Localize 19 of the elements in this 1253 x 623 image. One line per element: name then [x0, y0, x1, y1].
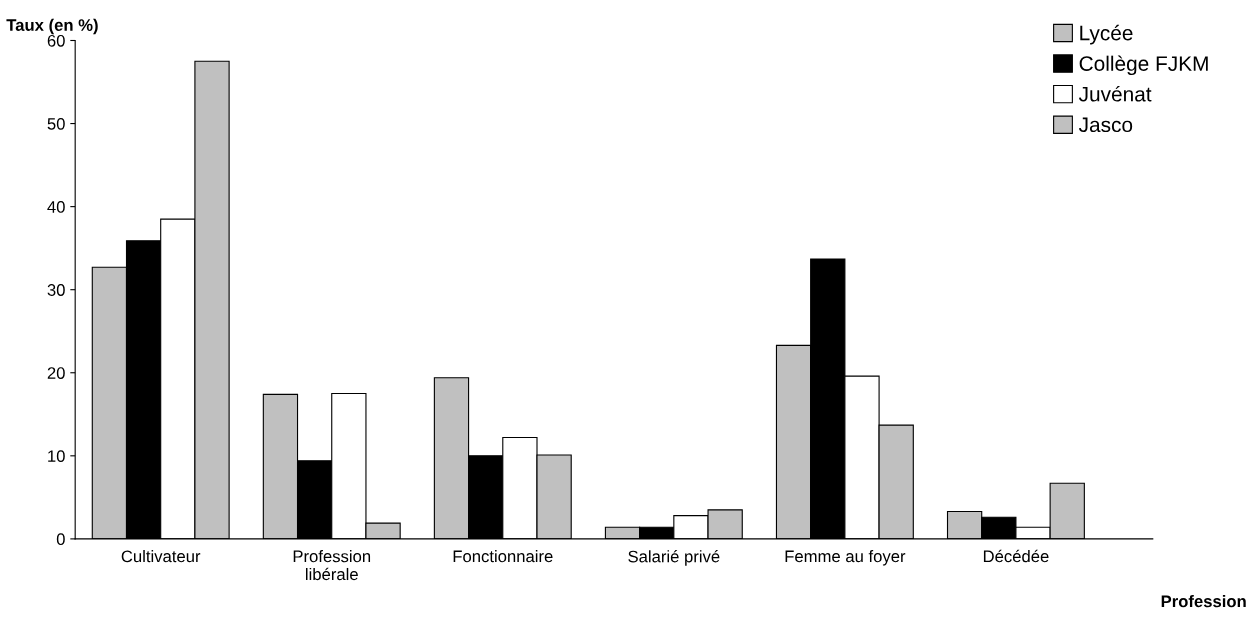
legend-label: Collège FJKM	[1079, 55, 1208, 76]
legend-label: Jasco	[1078, 117, 1133, 133]
x-tick-label: Profession libérale	[293, 550, 371, 581]
y-tick-label: 20	[47, 367, 65, 379]
y-tick-label: 40	[47, 201, 65, 213]
y-tick-label: 50	[47, 117, 65, 130]
y-axis-title: Taux (en %)	[6, 18, 98, 35]
y-tick-label: 30	[47, 284, 65, 296]
x-tick-label: Femme au foyer	[785, 550, 906, 566]
x-tick-label: Décédée	[983, 549, 1049, 563]
x-tick-label: Salarié privé	[628, 550, 720, 566]
y-tick-label: 0	[56, 533, 65, 546]
y-tick-label: 60	[47, 34, 65, 47]
x-axis-title: Profession	[1161, 595, 1246, 608]
x-tick-label: Cultivateur	[121, 550, 201, 563]
legend-label: Juvénat	[1078, 85, 1152, 102]
y-tick-label: 10	[48, 450, 65, 463]
x-tick-label: Fonctionnaire	[453, 550, 553, 563]
legend-label: Lycée	[1080, 24, 1133, 45]
